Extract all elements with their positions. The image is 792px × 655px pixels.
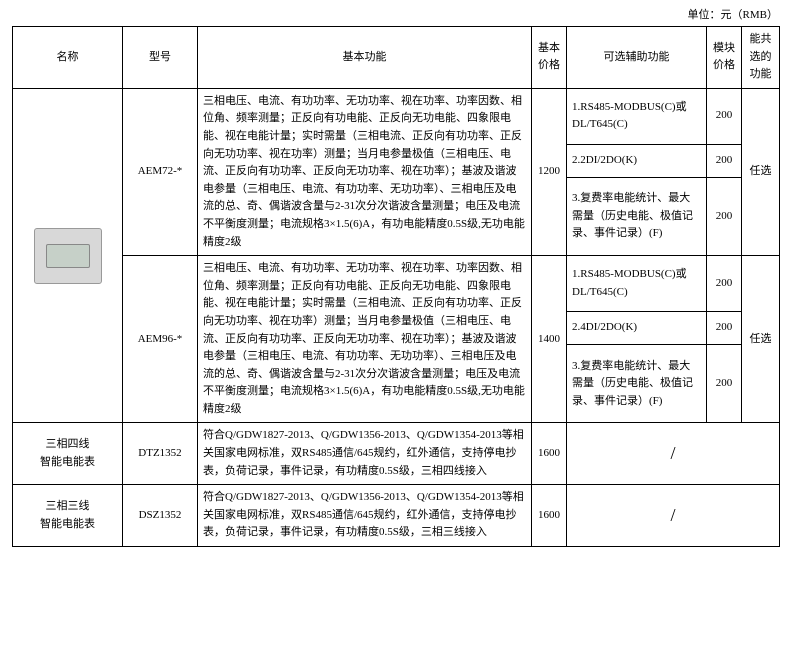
- opt-func-cell: 1.RS485-MODBUS(C)或DL/T645(C): [567, 256, 707, 312]
- opt-func-cell: 3.复费率电能统计、最大需量（历史电能、极值记录、事件记录）(F): [567, 178, 707, 256]
- device-image-cell: [13, 88, 123, 423]
- model-cell: DTZ1352: [123, 423, 198, 485]
- mod-price-cell: 200: [707, 178, 742, 256]
- name-line2: 智能电能表: [40, 456, 95, 468]
- table-header-row: 名称 型号 基本功能 基本价格 可选辅助功能 模块价格 能共选的功能: [13, 27, 780, 89]
- mod-price-cell: 200: [707, 88, 742, 144]
- unit-label: 单位：元（RMB）: [12, 6, 780, 22]
- opt-func-cell: 1.RS485-MODBUS(C)或DL/T645(C): [567, 88, 707, 144]
- basic-func-cell: 三相电压、电流、有功功率、无功功率、视在功率、功率因数、相位角、频率测量；正反向…: [198, 88, 532, 255]
- share-cell: 任选: [742, 88, 780, 255]
- table-row: 三相四线 智能电能表 DTZ1352 符合Q/GDW1827-2013、Q/GD…: [13, 423, 780, 485]
- hdr-basic-price: 基本价格: [532, 27, 567, 89]
- table-row: AEM96-* 三相电压、电流、有功功率、无功功率、视在功率、功率因数、相位角、…: [13, 256, 780, 312]
- basic-price-cell: 1600: [532, 485, 567, 547]
- hdr-opt-func: 可选辅助功能: [567, 27, 707, 89]
- opt-func-cell: 2.2DI/2DO(K): [567, 144, 707, 178]
- mod-price-cell: 200: [707, 144, 742, 178]
- slash-cell: /: [567, 485, 780, 547]
- name-cell: 三相四线 智能电能表: [13, 423, 123, 485]
- hdr-name: 名称: [13, 27, 123, 89]
- hdr-basic-func: 基本功能: [198, 27, 532, 89]
- meter-screen-icon: [46, 244, 90, 268]
- basic-func-cell: 符合Q/GDW1827-2013、Q/GDW1356-2013、Q/GDW135…: [198, 423, 532, 485]
- share-cell: 任选: [742, 256, 780, 423]
- model-cell: DSZ1352: [123, 485, 198, 547]
- opt-func-cell: 2.4DI/2DO(K): [567, 311, 707, 345]
- basic-func-cell: 三相电压、电流、有功功率、无功功率、视在功率、功率因数、相位角、频率测量；正反向…: [198, 256, 532, 423]
- name-cell: 三相三线 智能电能表: [13, 485, 123, 547]
- opt-func-cell: 3.复费率电能统计、最大需量（历史电能、极值记录、事件记录）(F): [567, 345, 707, 423]
- hdr-mod-price: 模块价格: [707, 27, 742, 89]
- table-row: 三相三线 智能电能表 DSZ1352 符合Q/GDW1827-2013、Q/GD…: [13, 485, 780, 547]
- model-cell: AEM72-*: [123, 88, 198, 255]
- basic-price-cell: 1600: [532, 423, 567, 485]
- meter-device-icon: [34, 228, 102, 284]
- hdr-shareable: 能共选的功能: [742, 27, 780, 89]
- mod-price-cell: 200: [707, 345, 742, 423]
- mod-price-cell: 200: [707, 256, 742, 312]
- basic-price-cell: 1200: [532, 88, 567, 255]
- model-cell: AEM96-*: [123, 256, 198, 423]
- name-line1: 三相四线: [46, 438, 90, 450]
- slash-cell: /: [567, 423, 780, 485]
- basic-func-cell: 符合Q/GDW1827-2013、Q/GDW1356-2013、Q/GDW135…: [198, 485, 532, 547]
- table-row: AEM72-* 三相电压、电流、有功功率、无功功率、视在功率、功率因数、相位角、…: [13, 88, 780, 144]
- product-table: 名称 型号 基本功能 基本价格 可选辅助功能 模块价格 能共选的功能 AEM72…: [12, 26, 780, 547]
- basic-price-cell: 1400: [532, 256, 567, 423]
- hdr-model: 型号: [123, 27, 198, 89]
- mod-price-cell: 200: [707, 311, 742, 345]
- name-line1: 三相三线: [46, 500, 90, 512]
- name-line2: 智能电能表: [40, 518, 95, 530]
